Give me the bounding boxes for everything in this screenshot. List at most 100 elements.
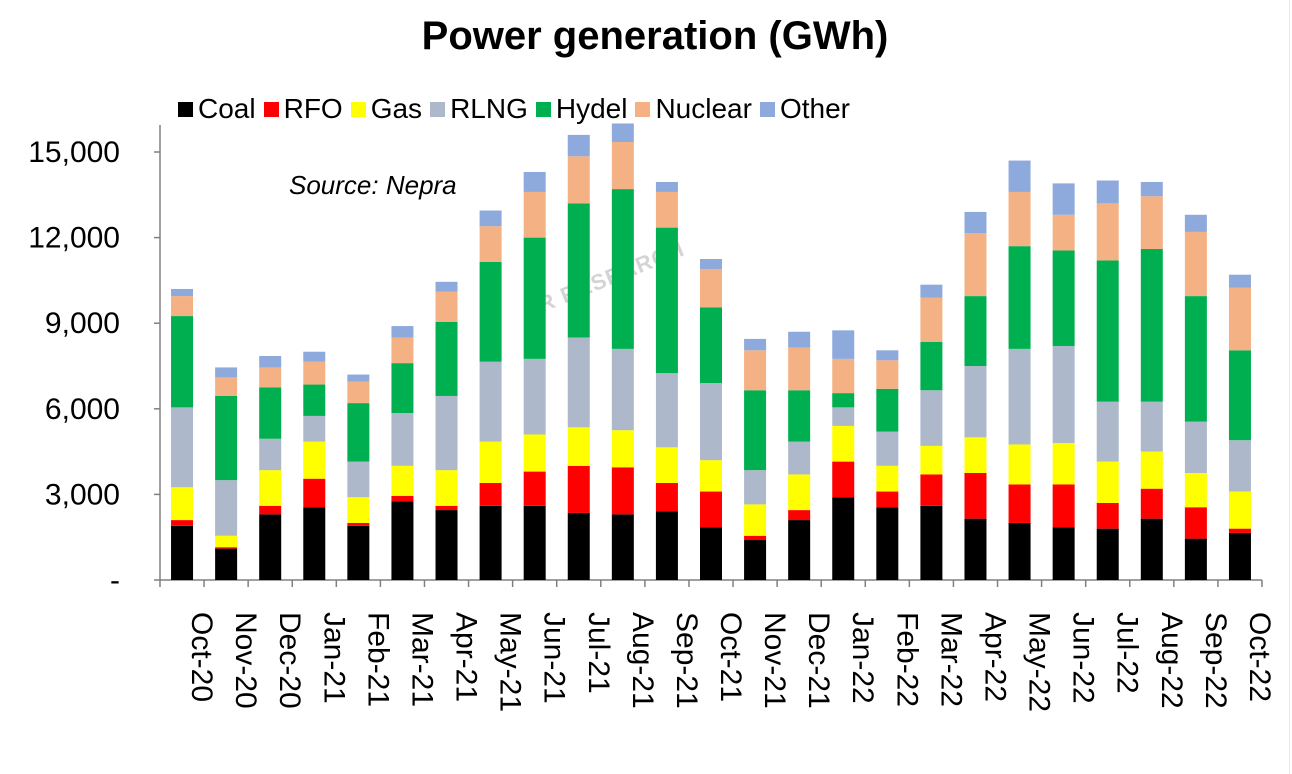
bar-gas-jun-22 (1052, 443, 1075, 485)
y-tick-label: 9,000 (45, 307, 120, 340)
bar-coal-dec-20 (259, 514, 282, 580)
bar-rfo-oct-21 (700, 491, 722, 528)
bar-rlng-jan-22 (832, 407, 855, 426)
bar-other-feb-22 (876, 350, 899, 361)
bar-other-feb-21 (347, 374, 370, 382)
x-tick-label: Feb-22 (890, 612, 923, 707)
bar-hydel-aug-22 (1140, 249, 1163, 402)
bar-gas-mar-21 (391, 465, 414, 496)
bar-rfo-aug-21 (611, 467, 634, 515)
bar-rfo-nov-20 (215, 547, 238, 549)
bar-nuclear-feb-22 (876, 360, 899, 389)
bar-rfo-feb-22 (876, 491, 899, 508)
bar-nuclear-jan-22 (832, 358, 855, 394)
bar-hydel-mar-21 (391, 363, 414, 414)
bar-hydel-feb-22 (876, 388, 899, 432)
x-tick-label: Apr-22 (978, 612, 1011, 702)
bar-gas-oct-22 (1228, 491, 1251, 529)
bar-hydel-sep-21 (655, 227, 678, 374)
bar-nuclear-jun-21 (523, 191, 546, 238)
bar-rlng-jun-21 (523, 358, 546, 435)
legend-item-hydel: Hydel (535, 93, 627, 125)
bar-coal-jun-22 (1052, 527, 1075, 580)
bar-rlng-sep-21 (655, 373, 678, 448)
bar-nuclear-mar-22 (920, 297, 943, 342)
bar-gas-nov-20 (215, 535, 238, 548)
bar-coal-may-21 (479, 505, 502, 580)
bar-rlng-aug-21 (611, 348, 634, 431)
bar-rlng-may-22 (1008, 348, 1031, 445)
bar-rlng-mar-22 (920, 390, 943, 446)
bar-hydel-oct-21 (700, 307, 722, 384)
bar-hydel-jul-21 (567, 203, 590, 338)
bar-rlng-jun-22 (1052, 346, 1075, 444)
bar-coal-feb-22 (876, 507, 899, 580)
bar-nuclear-apr-21 (435, 291, 458, 322)
bar-rlng-nov-20 (215, 480, 238, 536)
legend-label: Gas (370, 93, 423, 124)
bar-gas-dec-20 (259, 470, 282, 506)
legend-swatch (635, 101, 651, 117)
bar-coal-oct-20 (171, 525, 194, 580)
bar-nuclear-oct-21 (700, 268, 722, 308)
x-tick-label: Jan-22 (846, 612, 879, 704)
x-tick-label: Mar-21 (405, 612, 438, 707)
bar-nuclear-nov-20 (215, 377, 238, 396)
bar-gas-nov-21 (744, 504, 767, 536)
bar-rlng-mar-21 (391, 413, 414, 466)
bar-other-oct-21 (700, 259, 722, 269)
bar-coal-aug-21 (611, 514, 634, 580)
bar-rfo-sep-21 (655, 482, 678, 512)
legend-item-coal: Coal (178, 93, 256, 125)
bar-other-dec-20 (259, 356, 282, 368)
chart-title: Power generation (GWh) (421, 14, 889, 58)
bar-other-jun-21 (523, 171, 546, 192)
bar-other-may-22 (1008, 160, 1031, 192)
bar-hydel-oct-20 (171, 316, 194, 408)
bar-nuclear-jun-22 (1052, 214, 1075, 251)
bar-nuclear-sep-21 (655, 191, 678, 228)
bar-nuclear-may-21 (479, 226, 502, 262)
bar-other-oct-22 (1228, 274, 1251, 288)
bar-nuclear-jul-21 (567, 156, 590, 204)
bar-gas-may-21 (479, 441, 502, 483)
bar-other-nov-21 (744, 338, 767, 351)
legend-label: RFO (283, 93, 343, 124)
bar-gas-jan-22 (832, 425, 855, 462)
page-edge-line (1289, 0, 1290, 774)
y-tick-label: 3,000 (45, 478, 120, 511)
x-tick-label: Sep-22 (1199, 612, 1232, 709)
bar-rlng-sep-22 (1184, 421, 1207, 473)
bar-gas-jul-22 (1096, 461, 1119, 503)
x-tick-label: Oct-21 (714, 612, 747, 702)
bar-nuclear-oct-22 (1228, 287, 1251, 351)
bar-hydel-feb-21 (347, 403, 370, 462)
bar-coal-nov-21 (744, 540, 767, 580)
bar-coal-oct-21 (700, 527, 722, 580)
legend-item-other: Other (759, 93, 850, 125)
bar-rfo-mar-22 (920, 474, 943, 506)
y-tick-label: 15,000 (28, 136, 120, 169)
bar-rfo-feb-21 (347, 522, 370, 526)
bar-rlng-feb-21 (347, 461, 370, 498)
bar-coal-mar-22 (920, 505, 943, 580)
x-tick-label: Oct-22 (1243, 612, 1276, 702)
bar-rfo-may-22 (1008, 484, 1031, 523)
bar-gas-feb-22 (876, 465, 899, 492)
bar-hydel-jan-22 (832, 393, 855, 408)
bar-hydel-dec-20 (259, 387, 282, 439)
bar-coal-dec-21 (788, 520, 811, 580)
bar-rfo-oct-20 (171, 520, 194, 526)
x-tick-label: May-21 (494, 612, 527, 712)
x-tick-label: Mar-22 (934, 612, 967, 707)
legend-item-nuclear: Nuclear (635, 93, 752, 125)
bar-coal-apr-21 (435, 510, 458, 580)
legend-label: Other (779, 93, 850, 124)
bar-rlng-oct-21 (700, 383, 722, 461)
bar-rfo-dec-21 (788, 510, 811, 521)
legend-item-rlng: RLNG (430, 93, 528, 125)
bar-rlng-apr-21 (435, 395, 458, 471)
bar-coal-sep-21 (655, 511, 678, 580)
bar-rlng-feb-22 (876, 431, 899, 466)
bar-rfo-jun-22 (1052, 484, 1075, 528)
